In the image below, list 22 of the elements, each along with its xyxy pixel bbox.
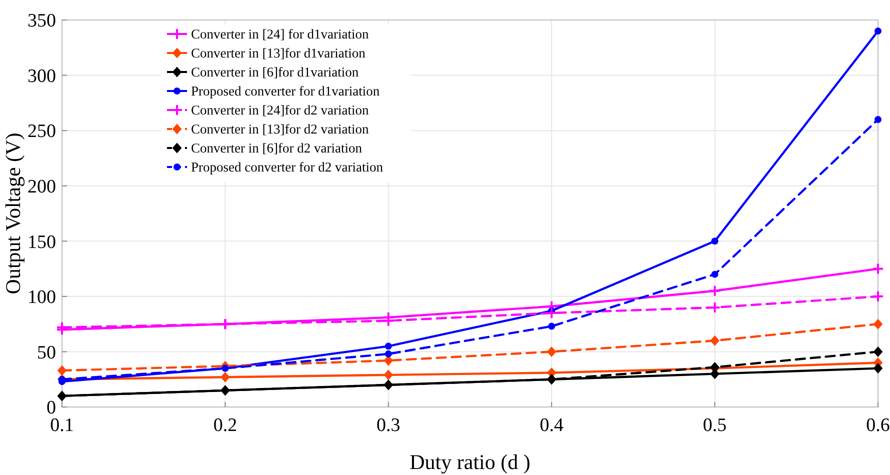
x-axis-title: Duty ratio (d ) (410, 450, 530, 474)
x-tick-label: 0.5 (702, 415, 727, 436)
legend-label: Converter in [13]for d1variation (191, 46, 366, 61)
y-tick-label: 350 (28, 10, 56, 32)
y-tick-label: 200 (28, 176, 56, 198)
legend-label: Converter in [6]for d1variation (191, 64, 359, 80)
x-tick-label: 0.2 (213, 415, 238, 436)
y-tick-label: 250 (28, 121, 56, 142)
y-tick-label: 300 (28, 66, 56, 87)
x-tick-label: 0.6 (866, 415, 890, 436)
y-tick-label: 150 (28, 232, 56, 253)
x-tick-label: 0.3 (376, 415, 400, 436)
y-tick-label: 100 (28, 287, 56, 308)
legend-label: Proposed converter for d2 variation (191, 160, 384, 175)
legend-label: Converter in [6]for d2 variation (191, 140, 362, 156)
x-tick-label: 0.4 (540, 415, 564, 436)
legend-label: Proposed converter for d1variation (191, 84, 380, 99)
legend-label: Converter in [24]for d2 variation (191, 102, 369, 118)
legend-label: Converter in [13]for d2 variation (191, 122, 369, 137)
y-tick-label: 50 (37, 342, 56, 364)
legend-label: Converter in [24] for d1variation (191, 26, 369, 42)
y-axis-title: Output Voltage (V) (1, 132, 25, 294)
